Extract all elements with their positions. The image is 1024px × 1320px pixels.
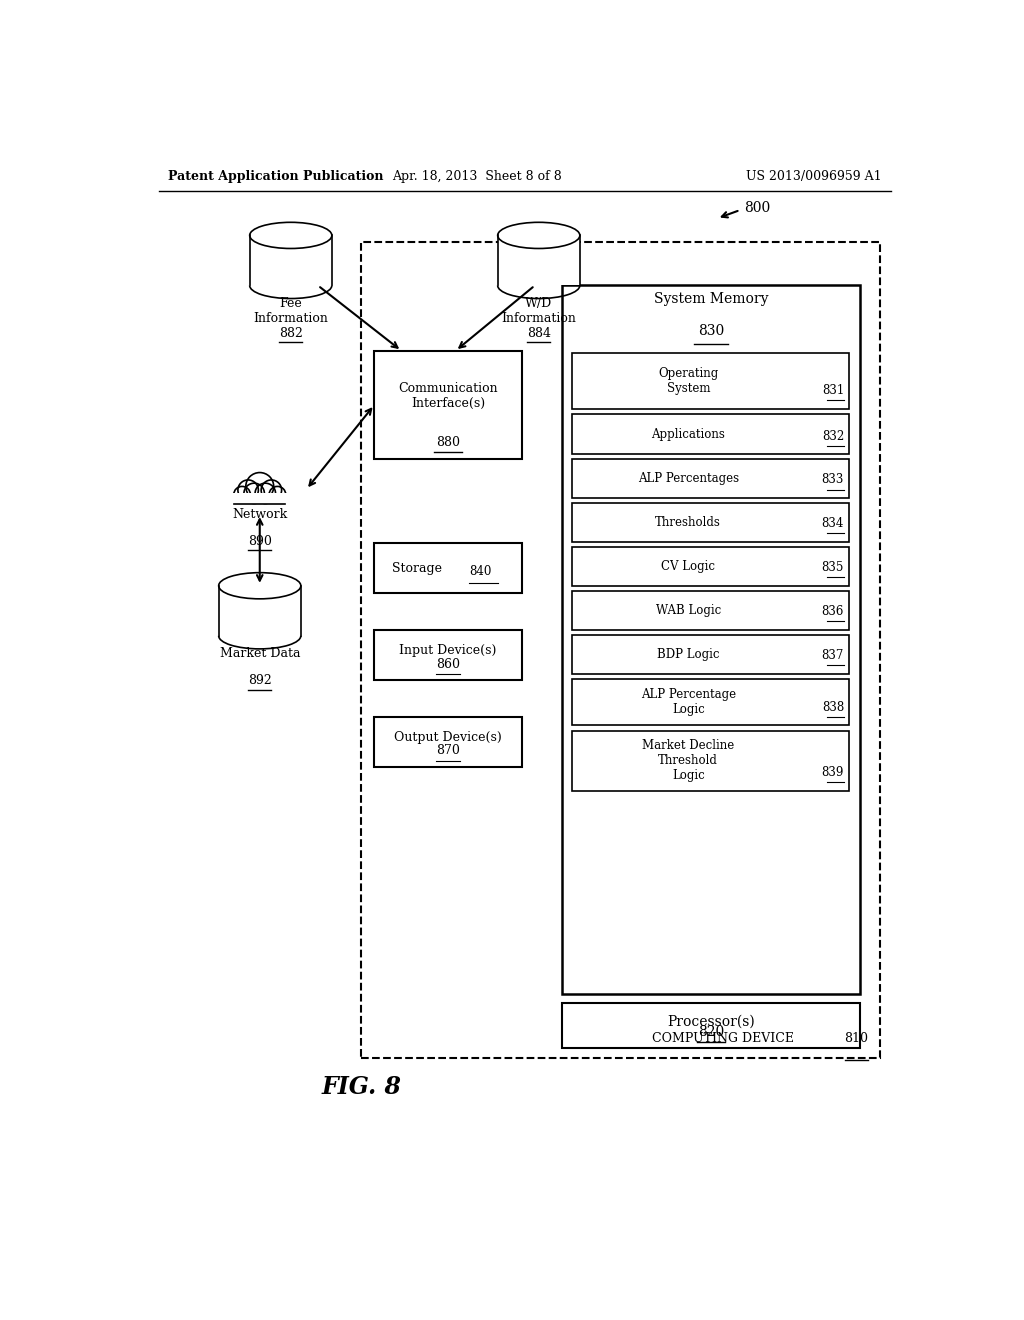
Text: Input Device(s): Input Device(s) [399,644,497,657]
Text: 820: 820 [698,1024,724,1039]
FancyBboxPatch shape [572,414,849,454]
Text: 836: 836 [821,605,844,618]
FancyBboxPatch shape [572,354,849,409]
Text: Apr. 18, 2013  Sheet 8 of 8: Apr. 18, 2013 Sheet 8 of 8 [392,170,561,183]
FancyBboxPatch shape [572,503,849,543]
FancyBboxPatch shape [572,635,849,673]
Text: Applications: Applications [651,428,725,441]
Polygon shape [231,492,288,504]
FancyBboxPatch shape [562,285,860,994]
Polygon shape [219,586,301,636]
Text: W/D
Information: W/D Information [502,297,577,325]
Text: Patent Application Publication: Patent Application Publication [168,170,384,183]
FancyBboxPatch shape [375,544,521,594]
Text: BDP Logic: BDP Logic [657,648,720,661]
Text: ALP Percentages: ALP Percentages [638,473,739,486]
FancyBboxPatch shape [572,459,849,498]
Text: Fee
Information: Fee Information [253,297,328,325]
Text: 831: 831 [822,384,844,397]
FancyBboxPatch shape [572,678,849,725]
Text: Processor(s): Processor(s) [668,1015,755,1028]
Text: System Memory: System Memory [654,292,768,306]
Text: FIG. 8: FIG. 8 [322,1074,401,1098]
Text: 810: 810 [844,1032,868,1045]
Ellipse shape [250,222,332,248]
Ellipse shape [219,573,301,599]
Text: 838: 838 [822,701,844,714]
FancyBboxPatch shape [572,548,849,586]
Circle shape [246,473,273,500]
Text: Market Data: Market Data [219,647,300,660]
Text: 840: 840 [469,565,492,578]
Text: 839: 839 [821,766,844,779]
Circle shape [269,487,286,503]
FancyBboxPatch shape [375,717,521,767]
Text: Operating
System: Operating System [658,367,719,395]
Text: 860: 860 [436,659,460,671]
Text: Thresholds: Thresholds [655,516,721,529]
Text: ALP Percentage
Logic: ALP Percentage Logic [641,688,736,715]
FancyBboxPatch shape [572,591,849,630]
Text: 833: 833 [821,474,844,487]
Text: 880: 880 [436,436,460,449]
Circle shape [255,483,275,503]
FancyBboxPatch shape [375,631,521,681]
Text: 882: 882 [279,327,303,341]
FancyBboxPatch shape [562,1003,860,1048]
Text: Communication
Interface(s): Communication Interface(s) [398,381,498,409]
Text: Output Device(s): Output Device(s) [394,730,502,743]
Text: WAB Logic: WAB Logic [655,603,721,616]
Text: 834: 834 [821,517,844,531]
Text: 800: 800 [744,202,770,215]
Text: 884: 884 [526,327,551,341]
Text: US 2013/0096959 A1: US 2013/0096959 A1 [745,170,882,183]
Circle shape [233,487,251,503]
FancyBboxPatch shape [572,730,849,791]
Ellipse shape [498,222,580,248]
Text: Market Decline
Threshold
Logic: Market Decline Threshold Logic [642,739,734,781]
Text: Storage: Storage [392,562,442,576]
Text: 835: 835 [821,561,844,574]
FancyBboxPatch shape [375,351,521,459]
Circle shape [238,480,258,500]
Text: COMPUTING DEVICE: COMPUTING DEVICE [652,1032,795,1045]
Text: 832: 832 [822,429,844,442]
Text: 837: 837 [821,649,844,663]
Text: 870: 870 [436,744,460,758]
Text: 830: 830 [698,323,724,338]
Text: CV Logic: CV Logic [662,560,716,573]
Text: 892: 892 [248,675,271,688]
Circle shape [261,480,282,500]
Polygon shape [498,235,580,285]
Circle shape [244,483,264,503]
Text: 890: 890 [248,535,271,548]
Text: Network: Network [232,508,288,521]
Polygon shape [250,235,332,285]
